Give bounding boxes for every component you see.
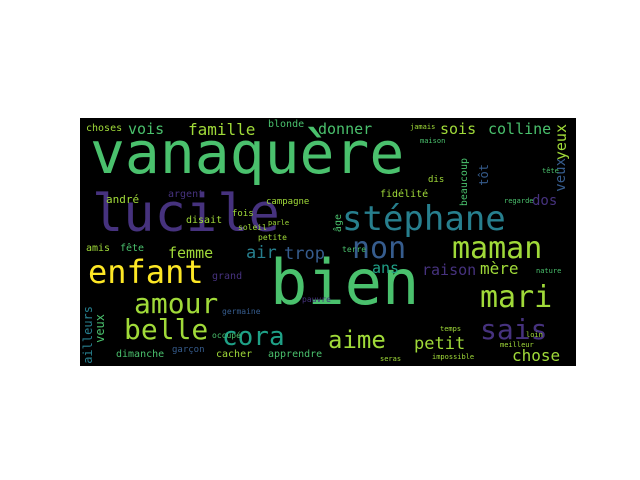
- word: dis: [428, 175, 445, 185]
- word: maman: [452, 231, 543, 266]
- word-cloud: vanaquère bien lucile stéphane enfant ma…: [80, 118, 576, 366]
- word: meilleur: [500, 341, 534, 349]
- word: loin: [526, 331, 543, 339]
- word: sois: [440, 120, 477, 138]
- word: regarde: [504, 197, 534, 205]
- word: amis: [86, 243, 111, 254]
- word: mère: [480, 259, 519, 278]
- word: maison: [420, 137, 446, 145]
- word: femme: [168, 244, 214, 262]
- word: jamais: [410, 123, 436, 131]
- word: germaine: [222, 307, 261, 316]
- word: andré: [106, 193, 140, 206]
- word: soleil: [238, 223, 267, 232]
- word: chose: [512, 346, 561, 365]
- word: grand: [212, 271, 243, 282]
- word: famille: [188, 120, 256, 139]
- word: apprendre: [268, 349, 323, 360]
- word: yeux: [552, 124, 570, 161]
- word: petit: [414, 334, 466, 354]
- word: impossible: [432, 353, 475, 361]
- word: bien: [270, 246, 420, 319]
- word: non: [352, 231, 407, 266]
- word: dimanche: [116, 349, 165, 360]
- word: cacher: [216, 349, 253, 360]
- word: tête: [542, 167, 559, 175]
- word: argent: [168, 189, 205, 200]
- word: pauvre: [302, 295, 331, 304]
- word: aime: [328, 326, 386, 354]
- word: parle: [268, 219, 290, 227]
- word: enfant: [88, 253, 204, 291]
- word: air: [246, 243, 277, 263]
- word: tôt: [477, 164, 491, 186]
- word: vanaquère: [90, 119, 405, 187]
- word: occupé: [212, 331, 241, 340]
- word: beaucoup: [459, 158, 470, 207]
- word: veux: [93, 314, 107, 343]
- word: blonde: [268, 119, 305, 130]
- word: ans: [372, 259, 400, 277]
- word: choses: [86, 123, 123, 134]
- word: campagne: [266, 197, 310, 207]
- word: fidélité: [380, 189, 429, 200]
- word: nature: [536, 267, 562, 275]
- word: terre: [342, 245, 367, 254]
- word: temps: [440, 325, 462, 333]
- word: cora: [222, 322, 285, 352]
- word: trop: [284, 244, 325, 264]
- word: fête: [120, 243, 145, 254]
- word: donner: [318, 120, 373, 138]
- word: seras: [380, 355, 402, 363]
- word: colline: [488, 120, 552, 138]
- word: belle: [124, 313, 209, 346]
- word: garçon: [172, 345, 205, 355]
- word: petite: [258, 233, 287, 242]
- word: fois: [232, 209, 254, 219]
- word: stéphane: [342, 199, 506, 239]
- word: mari: [480, 280, 553, 315]
- word: disait: [186, 215, 223, 226]
- word: âge: [333, 214, 344, 233]
- word: vois: [128, 120, 165, 138]
- word: sais: [480, 313, 548, 346]
- word: amour: [134, 287, 219, 320]
- word: lucile: [92, 184, 280, 244]
- word: ailleurs: [81, 306, 95, 364]
- word: raison: [422, 261, 477, 279]
- word: dos: [532, 193, 558, 209]
